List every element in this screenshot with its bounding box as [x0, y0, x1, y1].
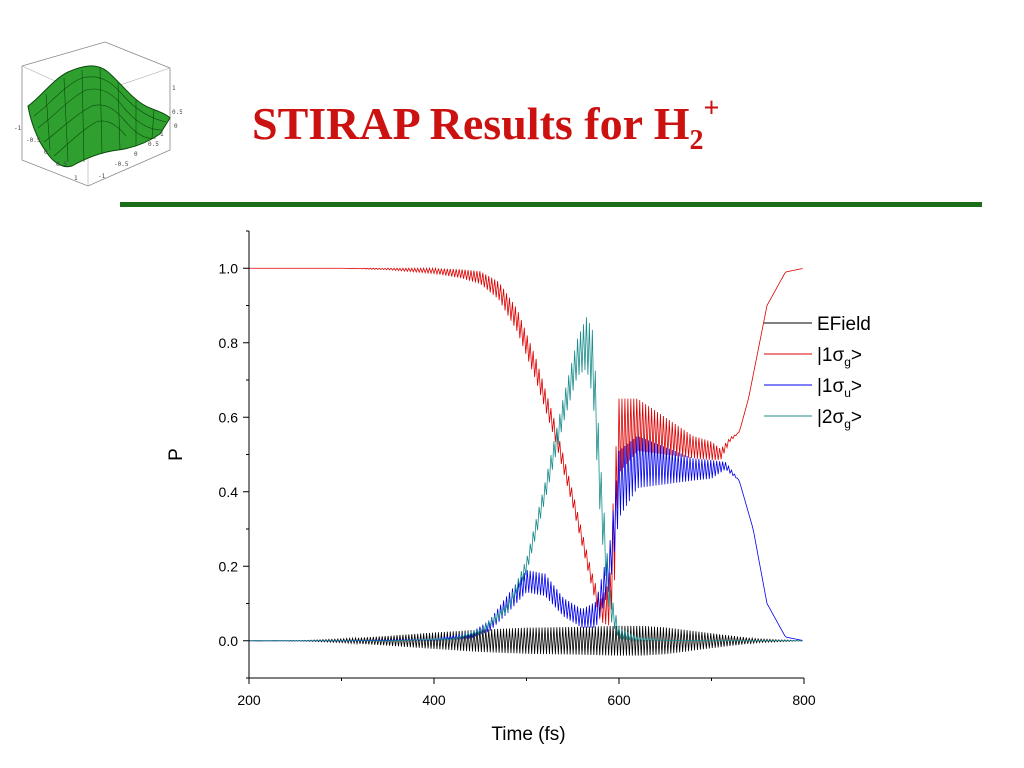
legend-label-2: |1σu>	[817, 376, 862, 400]
x-tick-label: 200	[237, 692, 261, 708]
svg-text:1: 1	[74, 175, 78, 182]
svg-text:1: 1	[172, 85, 176, 92]
3d-surface-plot-icon: -1-0.50 0.51 -1-0.50 0.51 10.50	[14, 41, 182, 187]
y-tick-label: 1.0	[219, 260, 239, 276]
svg-text:0: 0	[134, 151, 138, 158]
slide-title-subscript: 2	[689, 125, 704, 156]
title-underline-rule	[120, 202, 982, 207]
svg-text:0: 0	[174, 123, 178, 130]
svg-text:0.5: 0.5	[148, 141, 159, 148]
y-tick-label: 0.2	[219, 558, 239, 574]
series-line-1	[249, 266, 803, 626]
series-line-3	[249, 317, 803, 642]
y-tick-label: 0.0	[219, 633, 239, 649]
svg-text:-0.5: -0.5	[114, 161, 129, 168]
x-axis-title: Time (fs)	[491, 724, 565, 745]
x-tick-label: 600	[607, 692, 631, 708]
x-tick-label: 800	[792, 692, 816, 708]
y-tick-label: 0.4	[219, 484, 239, 500]
svg-text:0: 0	[44, 149, 48, 156]
y-axis-title: P	[166, 448, 187, 461]
legend: EField |1σg> |1σu> |2σg>	[764, 314, 871, 431]
svg-text:-1: -1	[98, 173, 106, 180]
series-line-2	[249, 436, 803, 642]
series-lines	[248, 266, 803, 656]
legend-label-3: |2σg>	[817, 407, 862, 431]
svg-text:-1: -1	[14, 125, 22, 132]
legend-label-1: |1σg>	[817, 345, 862, 369]
y-tick-label: 0.6	[219, 409, 239, 425]
axes: 0.0 0.2 0.4 0.6 0.8 1.0 200 400 600 800 Time (fs) P	[166, 230, 816, 745]
svg-text:-0.5: -0.5	[26, 137, 41, 144]
slide-title: STIRAP Results for H2+	[252, 93, 720, 155]
legend-label-0: EField	[817, 314, 871, 335]
svg-text:0.5: 0.5	[172, 109, 182, 116]
slide-title-main: STIRAP Results for H	[252, 98, 690, 149]
svg-text:0.5: 0.5	[56, 161, 67, 168]
svg-text:1: 1	[160, 131, 164, 138]
x-tick-label: 400	[422, 692, 446, 708]
series-line-0	[248, 625, 803, 656]
slide-title-superscript: +	[703, 93, 720, 124]
y-tick-label: 0.8	[219, 335, 239, 351]
